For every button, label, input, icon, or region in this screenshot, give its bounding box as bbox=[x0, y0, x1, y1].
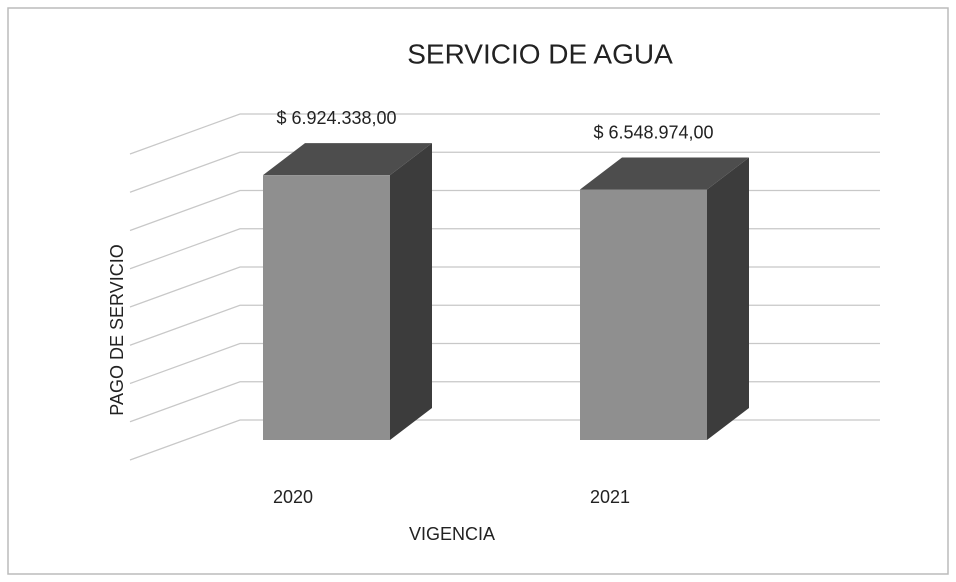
x-tick-label: 2021 bbox=[590, 487, 630, 507]
bar-top bbox=[263, 143, 432, 176]
chart-title: SERVICIO DE AGUA bbox=[407, 38, 673, 69]
x-tick-label: 2020 bbox=[273, 487, 313, 507]
value-label: $ 6.548.974,00 bbox=[593, 122, 713, 142]
bar bbox=[580, 189, 707, 440]
grid-line bbox=[129, 113, 880, 155]
bar-side bbox=[390, 143, 432, 440]
x-axis-label: VIGENCIA bbox=[409, 524, 495, 544]
chart-border bbox=[7, 7, 949, 575]
bar-top bbox=[580, 157, 749, 190]
bar-side bbox=[707, 157, 749, 440]
bar bbox=[263, 175, 390, 440]
value-label: $ 6.924.338,00 bbox=[276, 108, 396, 128]
y-axis-label: PAGO DE SERVICIO bbox=[107, 244, 127, 415]
grid-line bbox=[129, 151, 880, 193]
